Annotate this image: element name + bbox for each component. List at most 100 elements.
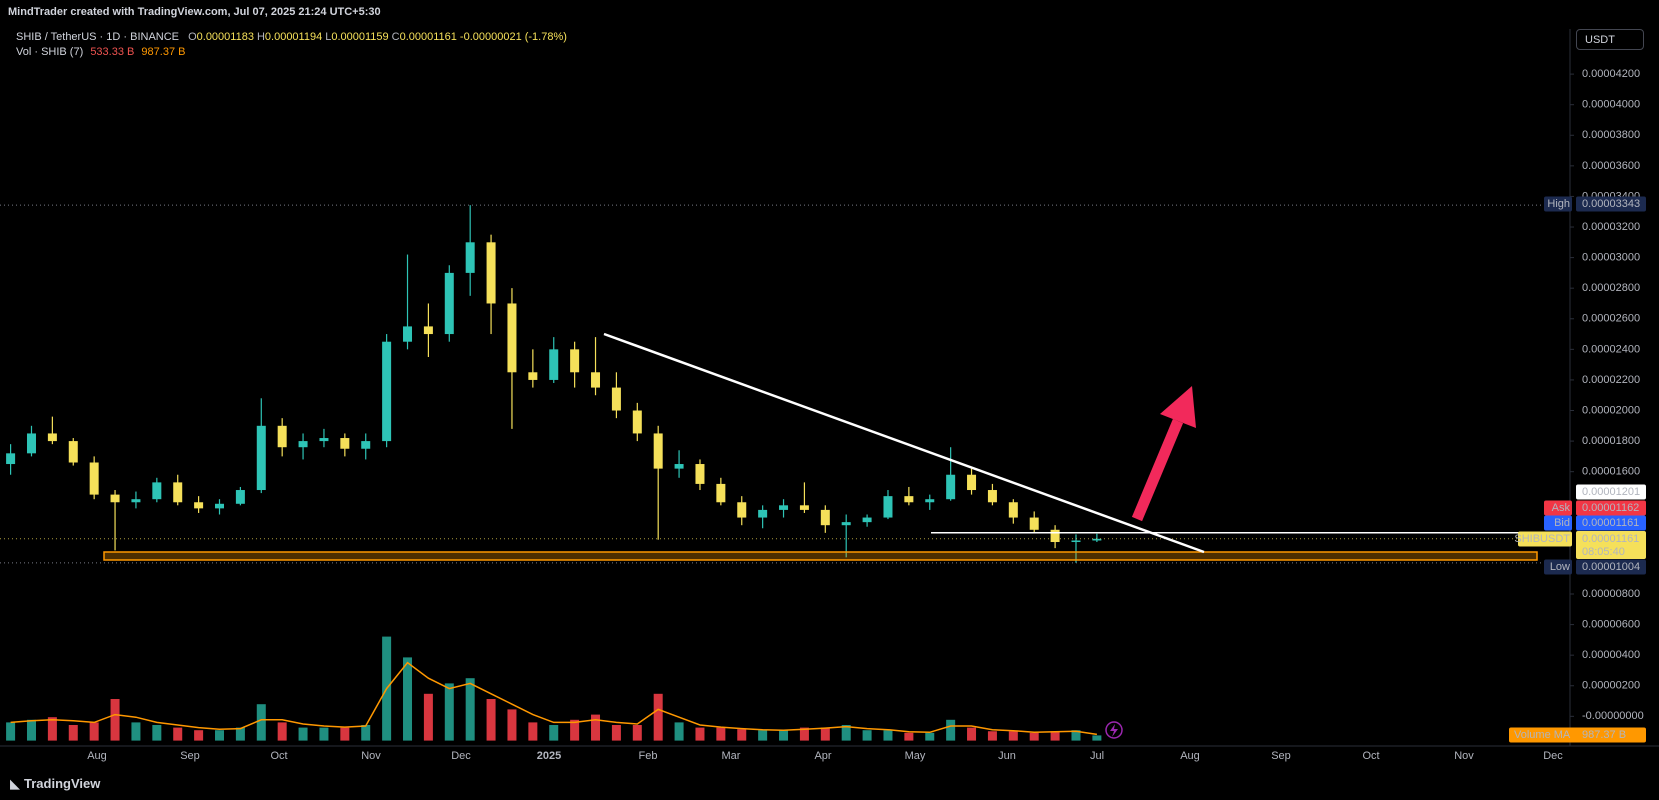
volume-bar xyxy=(423,693,433,741)
volume-bar xyxy=(695,727,705,741)
x-tick-label: Apr xyxy=(814,750,831,762)
volume-bar xyxy=(256,704,266,741)
high-tag-box xyxy=(1576,196,1646,212)
attribution: MindTrader created with TradingView.com,… xyxy=(8,6,381,18)
candle-body xyxy=(340,438,350,449)
last-label: SHIBUSDT xyxy=(1514,533,1570,545)
line-tag-value: 0.00001201 xyxy=(1582,486,1640,498)
low-tag-label: Low xyxy=(1550,561,1570,573)
candle-body xyxy=(507,303,517,373)
last-label-box xyxy=(1518,531,1572,547)
volume-title: Vol · SHIB (7) xyxy=(16,46,84,58)
candle-body xyxy=(1029,517,1039,530)
y-tick-label: 0.00002400 xyxy=(1582,343,1640,355)
ohlc-key: O xyxy=(188,31,197,43)
volume-bar xyxy=(653,693,663,741)
high-tag-value: 0.00003343 xyxy=(1582,198,1640,210)
symbol-title: SHIB / TetherUS · 1D · BINANCE xyxy=(16,31,180,43)
ohlc-value: 0.00001194 xyxy=(264,31,323,43)
volume-bar xyxy=(862,730,872,741)
x-tick-label: Aug xyxy=(87,750,107,762)
volume-bar xyxy=(507,709,517,741)
x-tick-label: 2025 xyxy=(537,750,561,762)
ohlc-key: C xyxy=(391,31,400,43)
candle-body xyxy=(737,502,747,518)
candle-body xyxy=(591,372,601,388)
candle-body xyxy=(1008,502,1018,518)
x-tick-label: Jun xyxy=(998,750,1016,762)
volume-bar xyxy=(215,730,224,741)
volume-bar xyxy=(465,678,475,741)
volume-legend: Vol · SHIB (7) 533.33 B 987.37 B xyxy=(16,46,185,58)
volume-bar xyxy=(319,727,329,741)
high-tag-label-box xyxy=(1544,196,1572,212)
y-tick-label: 0.00004200 xyxy=(1582,68,1640,80)
volume-bar xyxy=(1029,732,1039,741)
volume-bar xyxy=(779,730,789,741)
volume-last: 533.33 B xyxy=(90,46,135,58)
candle-body xyxy=(277,425,287,448)
currency-button[interactable]: USDT xyxy=(1576,29,1644,50)
ohlc-value: 0.00001159 xyxy=(331,31,389,43)
ask-tag-label: Ask xyxy=(1552,502,1571,514)
volume-bar xyxy=(820,727,830,741)
volume-bar xyxy=(611,725,621,741)
volume-bar xyxy=(298,727,308,741)
candle-body xyxy=(131,499,141,503)
footer-logo[interactable]: ◣ TradingView xyxy=(10,776,100,792)
candle-body xyxy=(423,326,433,335)
candle-body xyxy=(215,503,224,509)
ohlc-value: 0.00001161 xyxy=(399,31,457,43)
x-tick-label: Sep xyxy=(1271,750,1291,762)
volume-ma-last: 987.37 B xyxy=(141,46,186,58)
candle-body xyxy=(235,490,245,504)
volume-bar xyxy=(591,714,601,741)
volume-bar xyxy=(946,719,956,741)
x-tick-label: Sep xyxy=(180,750,200,762)
volume-bar xyxy=(528,722,538,741)
logo-glyph: ◣ xyxy=(10,776,20,791)
x-tick-label: Oct xyxy=(1362,750,1379,762)
y-tick-label: 0.00003600 xyxy=(1582,160,1640,172)
volume-ma-tag-box xyxy=(1509,727,1646,743)
candle-body xyxy=(570,349,580,373)
candle-body xyxy=(611,387,621,411)
candle-body xyxy=(26,433,36,454)
candle-body xyxy=(152,482,162,500)
candle-body xyxy=(653,433,663,469)
volume-bar xyxy=(570,719,580,741)
volume-bar xyxy=(194,730,204,741)
volume-bar xyxy=(967,727,977,741)
arrow-head xyxy=(1160,386,1196,428)
volume-bar xyxy=(444,683,454,741)
volume-bar xyxy=(1071,730,1081,741)
ohlc-value: 0.00001183 xyxy=(196,31,254,43)
volume-bar xyxy=(549,725,559,741)
volume-bar xyxy=(26,719,36,741)
volume-bar xyxy=(152,725,162,741)
change: -0.00000021 xyxy=(459,31,522,43)
y-tick-label: 0.00000400 xyxy=(1582,649,1640,661)
y-tick-label: 0.00004000 xyxy=(1582,99,1640,111)
candle-body xyxy=(758,509,768,518)
x-tick-label: May xyxy=(905,750,926,762)
low-tag-value: 0.00001004 xyxy=(1582,561,1640,573)
y-tick-label: 0.00000200 xyxy=(1582,680,1640,692)
volume-bar xyxy=(131,722,141,741)
volume-bar xyxy=(737,729,747,741)
x-tick-label: Jul xyxy=(1090,750,1104,762)
alert-icon[interactable] xyxy=(1105,721,1123,739)
low-tag-label-box xyxy=(1544,559,1572,575)
last-tag-box xyxy=(1576,531,1646,559)
volume-bar xyxy=(68,725,78,741)
y-tick-label: 0.00000800 xyxy=(1582,588,1640,600)
candle-body xyxy=(987,490,997,503)
volume-ma-line xyxy=(10,661,1098,736)
volume-bar xyxy=(925,732,935,741)
candle-body xyxy=(194,502,204,509)
bid-tag-label: Bid xyxy=(1554,517,1570,529)
candle-body xyxy=(298,441,308,448)
ask-tag-box xyxy=(1576,500,1646,516)
y-tick-label: 0.00001600 xyxy=(1582,466,1640,478)
y-tick-label: 0.00001800 xyxy=(1582,435,1640,447)
